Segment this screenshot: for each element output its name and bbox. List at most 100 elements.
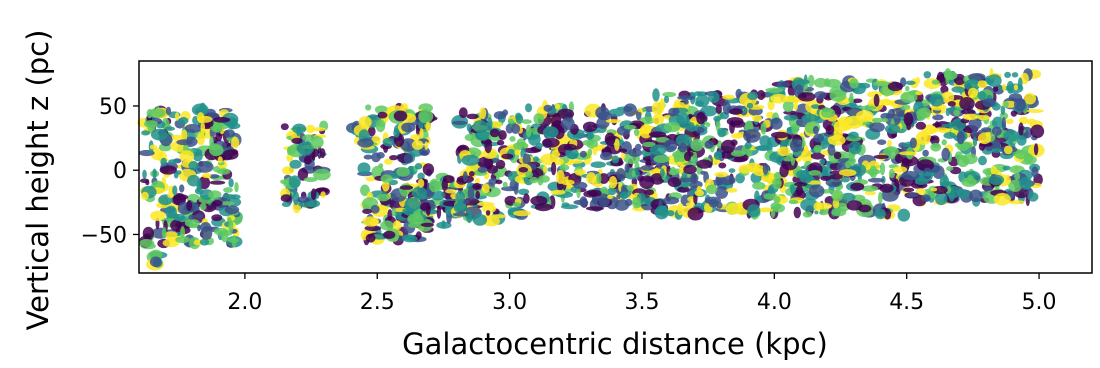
data-point: [982, 98, 996, 108]
data-point: [515, 112, 522, 121]
data-point: [209, 144, 224, 157]
data-point: [200, 121, 206, 135]
data-point: [631, 170, 636, 178]
data-point: [289, 146, 296, 155]
data-point: [579, 150, 587, 158]
data-point: [306, 199, 321, 208]
data-point: [534, 203, 553, 212]
data-point: [683, 162, 697, 167]
data-point: [901, 171, 920, 181]
data-point: [199, 202, 207, 211]
data-point: [1000, 105, 1006, 116]
data-point: [978, 155, 987, 166]
data-point: [175, 170, 182, 175]
data-point: [951, 86, 965, 93]
data-point: [640, 165, 654, 171]
data-point: [141, 130, 151, 136]
data-point: [794, 79, 810, 85]
data-point: [561, 179, 575, 186]
data-point: [213, 121, 218, 132]
data-point: [475, 190, 481, 200]
data-point: [507, 118, 515, 124]
data-point: [396, 167, 410, 177]
data-point: [667, 177, 682, 188]
data-point: [672, 107, 680, 116]
data-point: [490, 121, 503, 127]
data-point: [849, 78, 859, 89]
data-point: [1011, 72, 1019, 78]
data-point: [660, 168, 665, 177]
data-point: [378, 163, 384, 168]
data-point: [579, 196, 588, 208]
data-point: [695, 100, 705, 107]
data-point: [1014, 97, 1026, 112]
data-point: [477, 166, 488, 173]
data-point: [281, 201, 291, 207]
data-point: [829, 170, 842, 175]
data-point: [790, 155, 796, 166]
data-point: [898, 151, 917, 156]
data-point: [730, 120, 746, 128]
data-point: [560, 204, 579, 210]
data-point: [852, 98, 863, 104]
data-point: [174, 112, 180, 121]
data-point: [472, 120, 489, 133]
data-point: [888, 168, 896, 179]
data-point: [208, 190, 222, 200]
data-point: [495, 159, 506, 170]
data-point: [941, 123, 953, 128]
data-point: [592, 146, 598, 156]
data-point: [726, 187, 738, 193]
data-point: [357, 138, 374, 148]
data-point: [981, 127, 992, 133]
data-point: [706, 122, 711, 128]
data-point: [303, 155, 312, 165]
data-point: [393, 110, 408, 122]
data-point: [623, 103, 637, 117]
data-point: [604, 132, 616, 146]
x-axis-label: Galactocentric distance (kpc): [402, 327, 828, 361]
data-point: [197, 224, 202, 232]
data-point: [1016, 135, 1027, 146]
data-point: [550, 189, 566, 195]
data-point: [687, 207, 704, 221]
data-point: [209, 174, 220, 179]
data-point: [525, 124, 532, 138]
data-point: [762, 162, 769, 175]
data-point: [955, 151, 963, 161]
data-point: [1004, 71, 1011, 78]
data-point: [387, 209, 393, 221]
data-point: [170, 134, 183, 141]
data-point: [642, 141, 656, 147]
data-point: [652, 88, 660, 102]
data-point: [217, 156, 223, 164]
data-point: [280, 194, 292, 203]
data-point: [961, 153, 978, 165]
data-point: [777, 146, 791, 157]
data-point: [521, 119, 532, 124]
data-point: [532, 156, 540, 162]
data-point: [296, 126, 301, 137]
data-point: [543, 165, 548, 173]
data-point: [223, 187, 233, 193]
data-point: [708, 198, 719, 208]
data-point: [472, 214, 487, 226]
data-point: [1019, 176, 1033, 190]
data-point: [794, 182, 808, 187]
data-point: [729, 108, 743, 115]
data-point: [365, 233, 376, 243]
data-point: [197, 132, 205, 146]
data-point: [1002, 165, 1011, 171]
data-point: [172, 185, 178, 196]
data-point: [887, 139, 892, 148]
data-point: [722, 94, 735, 100]
data-point: [930, 187, 938, 192]
data-point: [947, 101, 956, 107]
data-point: [793, 206, 801, 219]
data-point: [1020, 72, 1029, 85]
data-point: [891, 133, 897, 138]
data-point: [525, 103, 532, 113]
data-point: [961, 177, 977, 187]
data-point: [585, 206, 604, 211]
data-point: [370, 204, 380, 214]
